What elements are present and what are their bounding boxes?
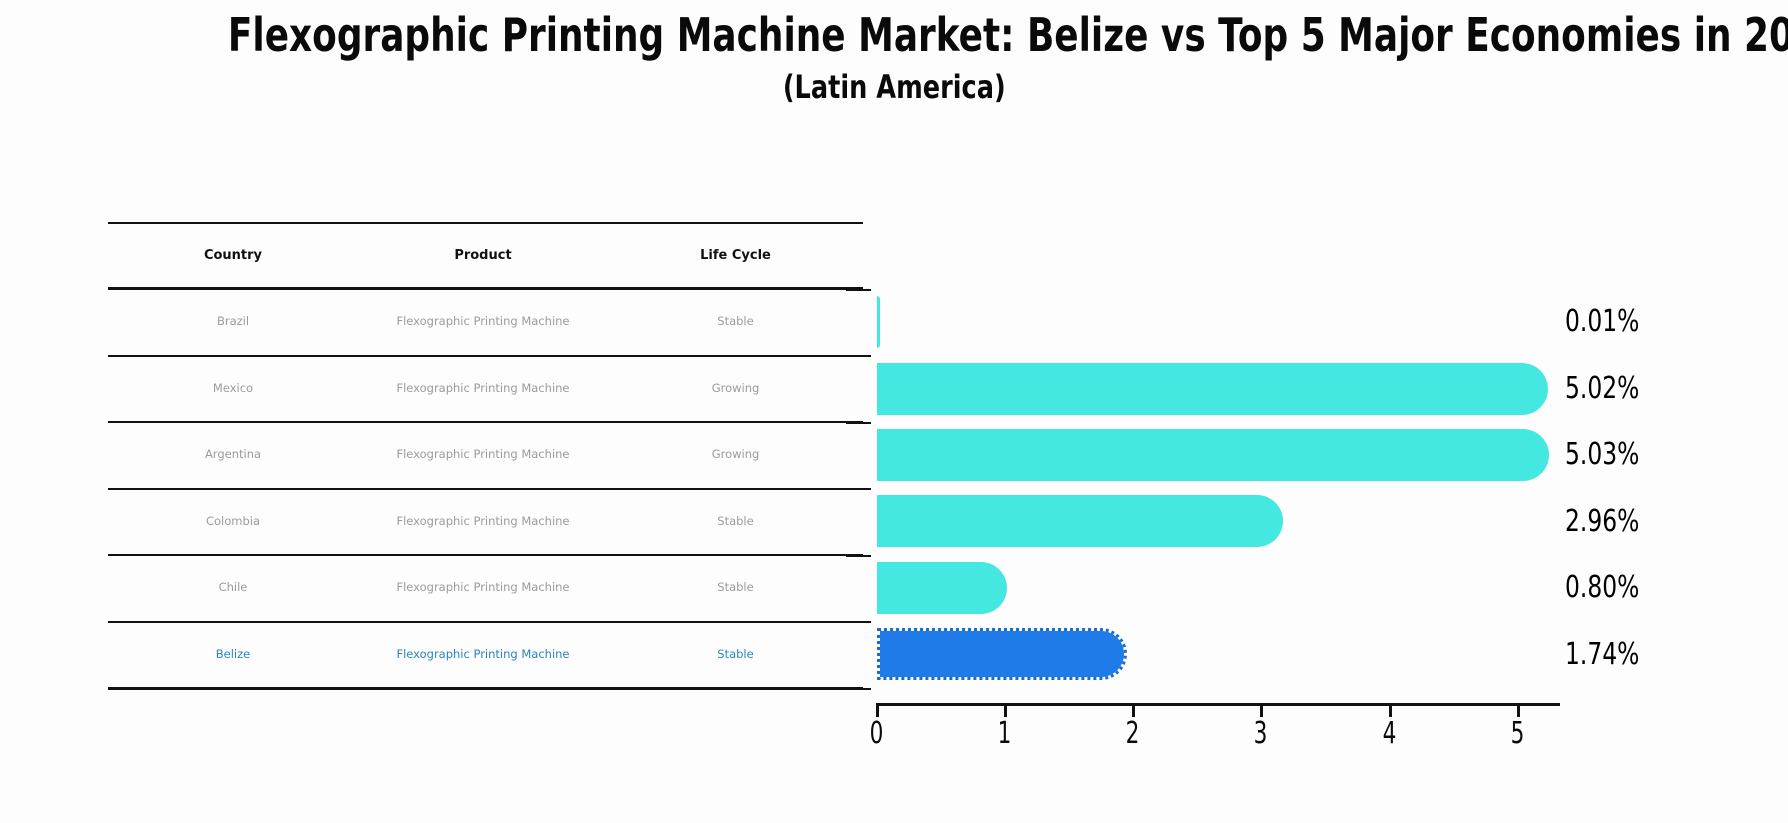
x-axis-tick-label: 2 (1126, 716, 1140, 751)
bar-colombia (877, 495, 1283, 547)
cell-country: Colombia (205, 514, 261, 528)
bar-belize-highlighted (877, 628, 1127, 680)
value-label: 0.01% (1565, 304, 1640, 339)
bar-chile (877, 562, 1007, 614)
x-axis-line (876, 703, 1560, 706)
value-label: 2.96% (1565, 504, 1640, 539)
x-axis-tick-label: 1 (998, 716, 1012, 751)
table-rule-bottom (108, 687, 863, 690)
value-label: 5.03% (1565, 437, 1640, 472)
x-axis-tick-label: 3 (1254, 716, 1268, 751)
y-axis-tick (846, 488, 871, 490)
column-header-country: Country (203, 248, 263, 263)
bar-mexico (877, 363, 1548, 415)
cell-product: Flexographic Printing Machine (396, 647, 570, 661)
y-axis-tick (846, 422, 871, 424)
x-axis-tick (876, 705, 879, 717)
cell-product: Flexographic Printing Machine (396, 447, 570, 461)
cell-life-cycle: Stable (717, 314, 754, 328)
value-label: 0.80% (1565, 570, 1640, 605)
cell-product: Flexographic Printing Machine (396, 580, 570, 594)
x-axis-tick (1004, 705, 1007, 717)
cell-country: Chile (218, 580, 248, 594)
x-axis-tick-label: 5 (1511, 716, 1525, 751)
x-axis-tick (1260, 705, 1263, 717)
cell-life-cycle: Stable (717, 580, 754, 594)
cell-life-cycle: Stable (717, 514, 754, 528)
y-axis-tick (846, 355, 871, 357)
x-axis-tick (1132, 705, 1135, 717)
cell-product: Flexographic Printing Machine (396, 514, 570, 528)
cell-country: Mexico (212, 381, 254, 395)
y-axis-tick (846, 621, 871, 623)
column-header-life-cycle: Life Cycle (700, 248, 771, 263)
cell-life-cycle: Growing (711, 447, 760, 461)
y-axis-tick (846, 555, 871, 557)
bar-brazil (877, 296, 880, 348)
page-title: Flexographic Printing Machine Market: Be… (227, 8, 1788, 62)
cell-country: Argentina (204, 447, 262, 461)
table-rule (108, 421, 863, 423)
table-rule (108, 621, 863, 623)
cell-country: Belize (215, 647, 251, 661)
cell-product: Flexographic Printing Machine (396, 314, 570, 328)
cell-life-cycle: Stable (717, 647, 754, 661)
y-axis-tick (846, 289, 871, 291)
cell-country: Brazil (216, 314, 250, 328)
x-axis-tick (1517, 705, 1520, 717)
table-rule-top (108, 222, 863, 224)
x-axis-tick-label: 0 (870, 716, 884, 751)
table-rule (108, 554, 863, 556)
table-rule (108, 355, 863, 357)
page-subtitle: (Latin America) (782, 68, 1006, 106)
bar-argentina (877, 429, 1549, 481)
table-rule (108, 488, 863, 490)
x-axis-tick-label: 4 (1383, 716, 1397, 751)
cell-product: Flexographic Printing Machine (396, 381, 570, 395)
cell-life-cycle: Growing (711, 381, 760, 395)
column-header-product: Product (454, 248, 512, 263)
x-axis-tick (1389, 705, 1392, 717)
table-rule-header (108, 287, 863, 290)
value-label: 1.74% (1565, 637, 1640, 672)
value-label: 5.02% (1565, 371, 1640, 406)
y-axis-tick (846, 688, 871, 690)
